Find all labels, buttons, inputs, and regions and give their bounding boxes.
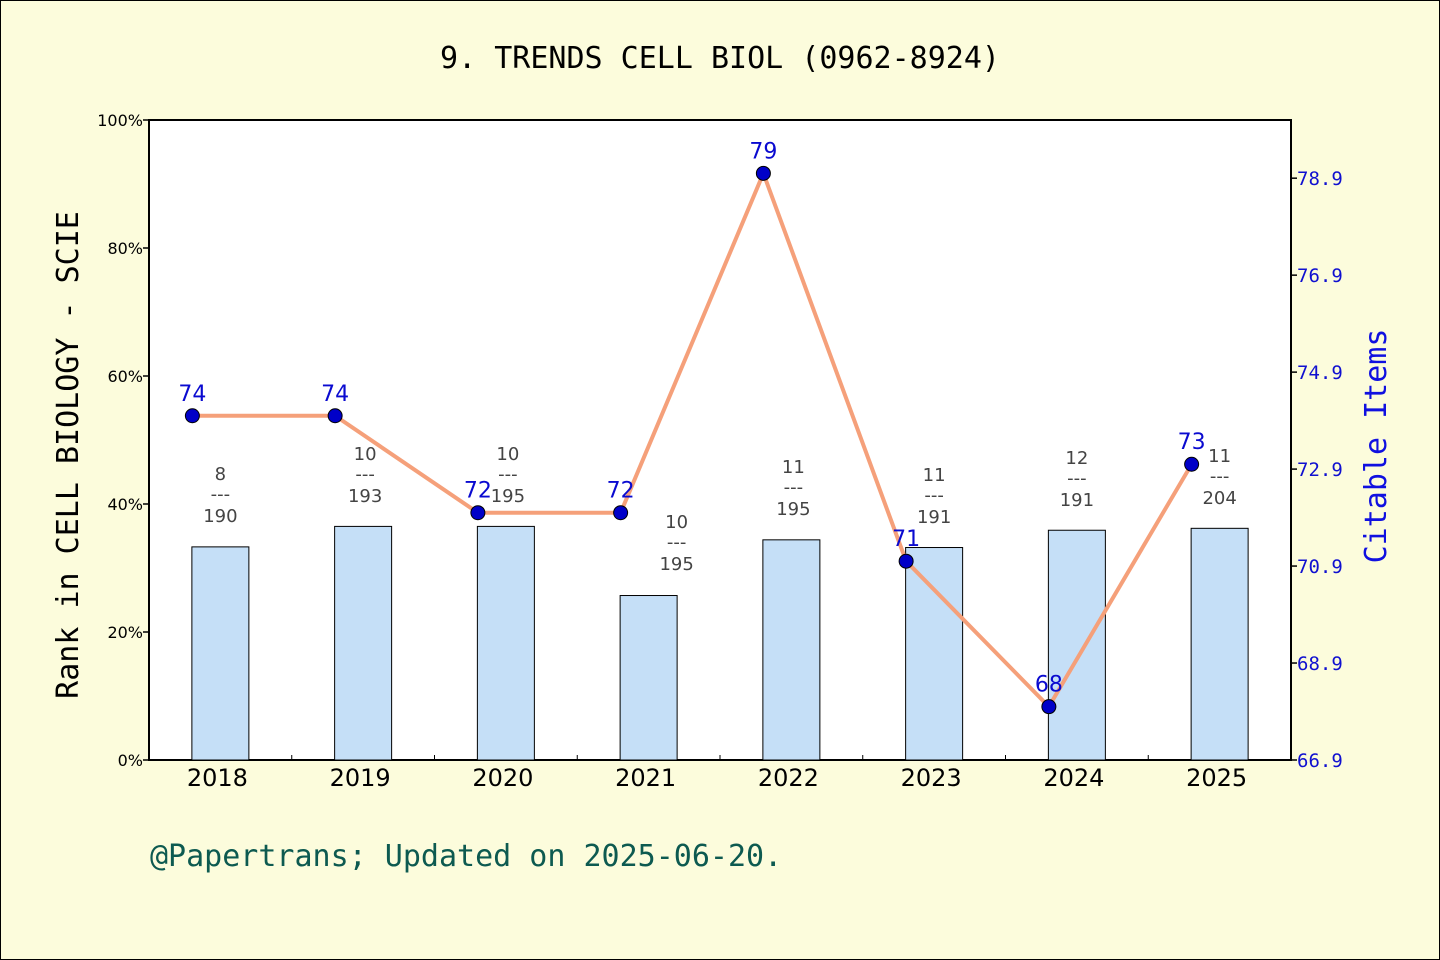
rank-denominator: 191	[917, 507, 951, 528]
rank-separator: ---	[924, 485, 944, 506]
rank-denominator: 195	[659, 554, 693, 575]
right-tick-label: 66.9	[1297, 750, 1343, 772]
left-tick-label: 60%	[107, 367, 143, 386]
line-point-2021	[613, 505, 629, 521]
plot-area	[148, 119, 1292, 761]
x-tick-label: 2024	[1043, 764, 1104, 792]
right-axis-label: Citable Items	[1359, 329, 1394, 564]
right-tick-label: 76.9	[1297, 265, 1343, 287]
rank-numerator: 11	[923, 465, 946, 486]
right-tick-label: 78.9	[1297, 168, 1343, 190]
rank-separator: ---	[667, 532, 687, 553]
bar-2021	[619, 595, 678, 761]
bar-2024	[1047, 529, 1106, 761]
footer-note: @Papertrans; Updated on 2025-06-20.	[150, 839, 782, 874]
rank-label-2019: 10---193	[348, 444, 382, 507]
x-tick-label: 2020	[472, 764, 533, 792]
rank-label-2018: 8---190	[203, 464, 237, 527]
x-tick-label: 2019	[330, 764, 391, 792]
citable-items-line	[192, 171, 1194, 709]
line-point-2022	[755, 165, 771, 181]
right-tick-label: 68.9	[1297, 653, 1343, 675]
x-tick-label: 2025	[1186, 764, 1247, 792]
rank-separator: ---	[211, 484, 231, 505]
bar-2023	[905, 547, 964, 761]
rank-denominator: 193	[348, 486, 382, 507]
rank-separator: ---	[355, 464, 375, 485]
rank-label-2021: 10---195	[659, 512, 693, 575]
x-tick-label: 2018	[187, 764, 248, 792]
line-point-2025	[1184, 456, 1200, 472]
line-point-label-2018: 74	[178, 382, 206, 407]
rank-label-2025: 11---204	[1202, 446, 1236, 509]
rank-numerator: 11	[1208, 446, 1231, 467]
rank-denominator: 195	[776, 499, 810, 520]
rank-numerator: 10	[665, 512, 688, 533]
line-point-2019	[327, 408, 343, 424]
rank-denominator: 195	[491, 486, 525, 507]
bar-2022	[762, 539, 821, 761]
line-point-label-2024: 68	[1035, 673, 1063, 698]
x-tick-label: 2022	[758, 764, 819, 792]
x-tick-label: 2021	[615, 764, 676, 792]
rank-numerator: 12	[1065, 448, 1088, 469]
right-tick-label: 72.9	[1297, 459, 1343, 481]
rank-label-2024: 12---191	[1060, 448, 1094, 511]
line-point-2023	[898, 553, 914, 569]
line-point-label-2020: 72	[464, 479, 492, 504]
rank-label-2020: 10---195	[491, 444, 525, 507]
line-point-label-2022: 79	[749, 139, 777, 164]
chart-title: 9. TRENDS CELL BIOL (0962-8924)	[440, 41, 1000, 76]
line-point-label-2023: 71	[892, 527, 920, 552]
bar-2018	[191, 546, 250, 761]
rank-numerator: 8	[215, 464, 226, 485]
rank-numerator: 10	[354, 444, 377, 465]
rank-separator: ---	[784, 477, 804, 498]
left-tick-label: 0%	[118, 751, 143, 770]
bar-2020	[476, 525, 535, 761]
rank-denominator: 191	[1060, 490, 1094, 511]
line-point-2024	[1041, 699, 1057, 715]
left-tick-label: 40%	[107, 495, 143, 514]
rank-separator: ---	[1067, 468, 1087, 489]
left-axis-label: Rank in CELL BIOLOGY - SCIE	[51, 211, 86, 699]
left-tick-label: 80%	[107, 239, 143, 258]
rank-numerator: 11	[782, 457, 805, 478]
line-point-2020	[470, 505, 486, 521]
bar-2019	[334, 525, 393, 761]
right-tick-label: 70.9	[1297, 556, 1343, 578]
rank-separator: ---	[1210, 466, 1230, 487]
rank-label-2023: 11---191	[917, 465, 951, 528]
rank-label-2022: 11---195	[776, 457, 810, 520]
bar-2025	[1190, 527, 1249, 761]
x-tick-label: 2023	[901, 764, 962, 792]
left-tick-label: 20%	[107, 623, 143, 642]
right-tick-label: 74.9	[1297, 362, 1343, 384]
line-point-label-2025: 73	[1178, 430, 1206, 455]
rank-numerator: 10	[496, 444, 519, 465]
rank-denominator: 204	[1202, 488, 1236, 509]
rank-denominator: 190	[203, 506, 237, 527]
line-point-label-2021: 72	[607, 479, 635, 504]
left-tick-label: 100%	[97, 111, 143, 130]
line-point-2018	[184, 408, 200, 424]
line-point-label-2019: 74	[321, 382, 349, 407]
rank-separator: ---	[498, 464, 518, 485]
